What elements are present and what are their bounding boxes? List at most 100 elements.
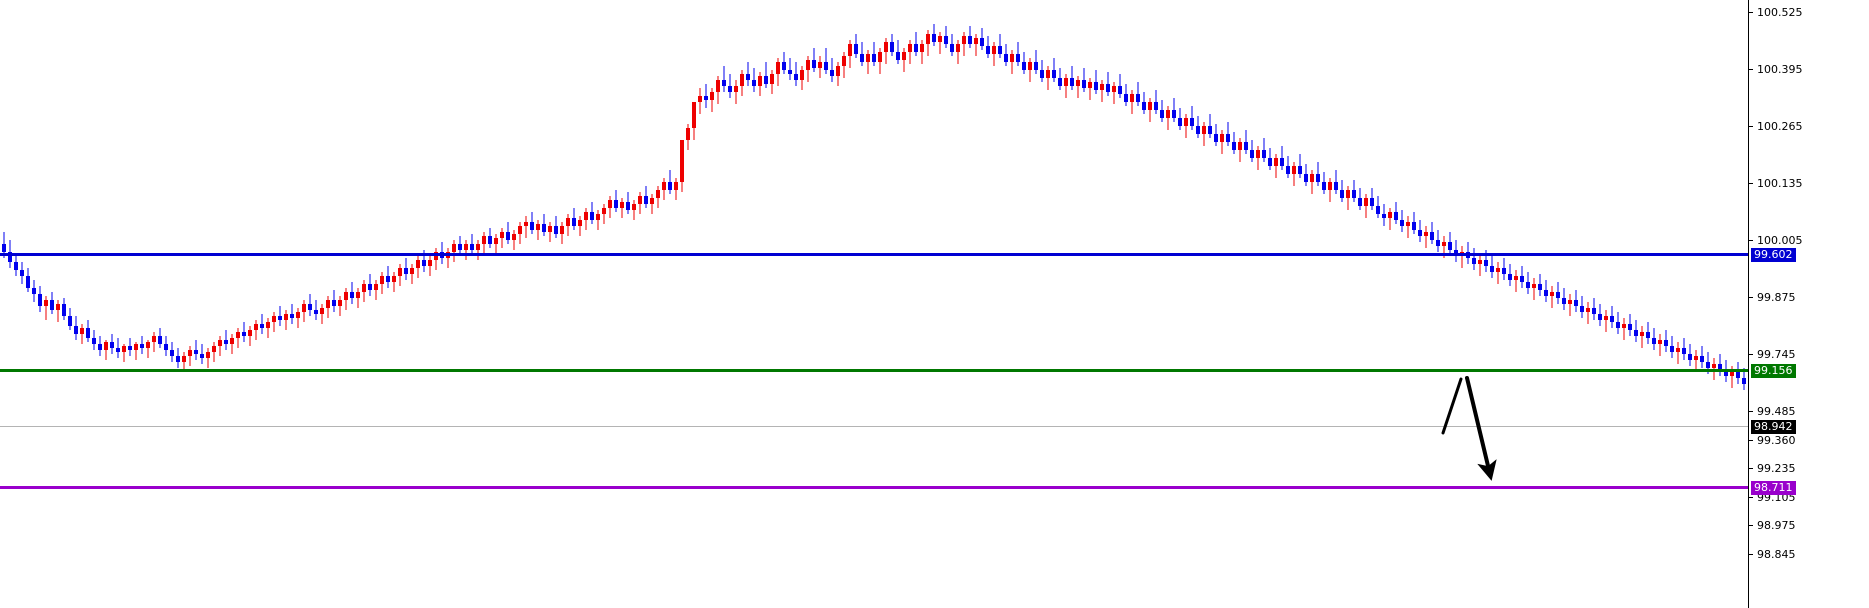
candle-body (1034, 62, 1038, 70)
candle (548, 222, 552, 242)
candle (116, 338, 120, 358)
candle (1382, 204, 1386, 226)
candle-body (494, 238, 498, 244)
price-axis[interactable]: 100.525 100.395 100.265 100.135 100.005 99.87… (1748, 0, 1869, 608)
axis-tick-label: 98.845 (1757, 548, 1796, 561)
candle (80, 324, 84, 344)
candle-body (1742, 378, 1746, 384)
candle-body (854, 44, 858, 54)
forecast-up-stroke[interactable] (1441, 377, 1463, 435)
axis-tick-label: 99.235 (1757, 462, 1796, 475)
candle-body (152, 336, 156, 342)
candle-body (980, 38, 984, 46)
candle (1232, 132, 1236, 154)
candle-body (614, 200, 618, 208)
candle-body (1700, 356, 1704, 362)
support-level-tag[interactable]: 99.156 (1751, 364, 1796, 378)
candle (1400, 210, 1404, 232)
resistance-level-line[interactable] (0, 253, 1748, 256)
candle (770, 70, 774, 94)
candle (1730, 366, 1734, 388)
candle (1688, 344, 1692, 366)
support-level-line[interactable] (0, 369, 1748, 372)
candle-body (116, 348, 120, 352)
candle (1304, 164, 1308, 186)
candle (164, 336, 168, 356)
candle-body (956, 44, 960, 52)
candle (722, 66, 726, 92)
chart-plot-area[interactable] (0, 0, 1748, 608)
candle (1562, 288, 1566, 310)
candle (1052, 58, 1056, 82)
candle-body (1394, 212, 1398, 220)
candle-wick (1533, 278, 1535, 300)
candle-body (1040, 70, 1044, 78)
candle (566, 214, 570, 236)
candle (788, 58, 792, 80)
target-level-tag[interactable]: 98.711 (1751, 481, 1796, 495)
candle (86, 320, 90, 342)
candle-body (866, 54, 870, 62)
candle (284, 310, 288, 330)
candle (1376, 196, 1380, 218)
candle-body (2, 244, 6, 252)
candle-body (1262, 150, 1266, 158)
candle (434, 248, 438, 270)
candle-body (224, 340, 228, 344)
candle-body (476, 244, 480, 250)
candle (806, 56, 810, 82)
current-price-line[interactable] (0, 426, 1748, 427)
candle (1112, 82, 1116, 104)
axis-tick (1748, 468, 1753, 469)
candle (524, 216, 528, 238)
candle (494, 234, 498, 254)
axis-tick (1748, 525, 1753, 526)
resistance-level-tag[interactable]: 99.602 (1751, 248, 1796, 262)
candle (422, 250, 426, 272)
candle-body (1586, 308, 1590, 312)
candle-body (1028, 62, 1032, 70)
candle-body (260, 324, 264, 328)
candle (1118, 74, 1122, 98)
candle-body (368, 284, 372, 290)
candle-body (1106, 84, 1110, 92)
candle (1682, 338, 1686, 360)
candle-body (794, 74, 798, 80)
candle (92, 330, 96, 350)
candle (728, 74, 732, 98)
candle (1496, 262, 1500, 284)
candle (38, 286, 42, 312)
candle-body (1628, 324, 1632, 330)
candle (542, 214, 546, 236)
candle (644, 186, 648, 208)
target-level-line[interactable] (0, 486, 1748, 489)
candle-body (488, 236, 492, 244)
candle-body (1598, 314, 1602, 320)
candle-body (1538, 284, 1542, 290)
candle (968, 26, 972, 48)
forecast-down-arrow[interactable] (1465, 376, 1497, 481)
candle (392, 272, 396, 292)
candle-body (986, 46, 990, 54)
current-price-tag[interactable]: 98.942 (1751, 420, 1796, 434)
candle (1316, 162, 1320, 186)
candle (836, 62, 840, 86)
candle (1022, 52, 1026, 74)
candle-body (662, 182, 666, 190)
candle-body (878, 52, 882, 62)
candle (104, 340, 108, 360)
candle-body (386, 276, 390, 282)
candle-body (590, 212, 594, 220)
candle (1544, 280, 1548, 302)
candle-body (1142, 102, 1146, 110)
candle-body (86, 328, 90, 338)
candle-body (302, 304, 306, 312)
candle-body (236, 332, 240, 338)
candle-body (1358, 198, 1362, 206)
candle (1670, 336, 1674, 358)
candle-body (248, 330, 252, 336)
candle-body (1436, 240, 1440, 246)
candle-body (1112, 86, 1116, 92)
candle (800, 66, 804, 90)
candle (1568, 294, 1572, 316)
